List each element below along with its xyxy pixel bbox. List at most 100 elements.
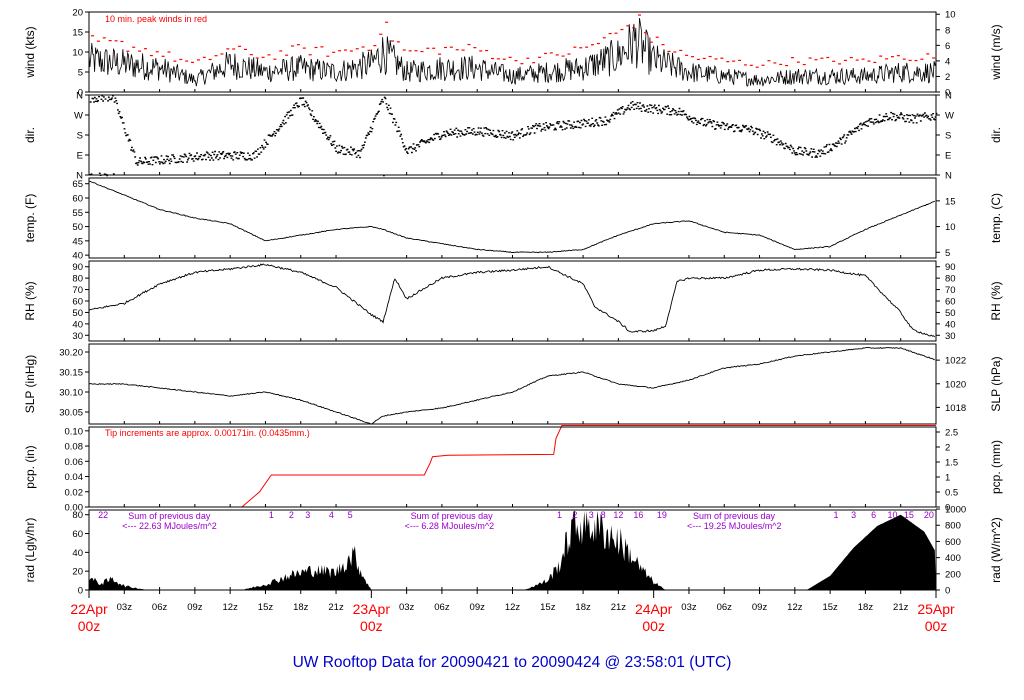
rh-y2tick-label: 60 — [945, 297, 956, 308]
dir-ytick-label: N — [76, 171, 83, 182]
rad-hour-number: 6 — [871, 510, 876, 520]
x-tick-label: 15z — [540, 602, 556, 613]
rh-ytick-label: 80 — [72, 274, 83, 285]
wind-ytick-label: 5 — [78, 68, 83, 79]
dir-frame — [88, 94, 937, 176]
pcp-frame — [88, 426, 937, 508]
rh-ytick-label: 70 — [72, 285, 83, 296]
panel-slp: SLP (inHg) SLP (hPa) 30.05 30.10 30.15 30.20 1… — [23, 343, 1003, 425]
rad-sum-title: Sum of previous day — [411, 511, 494, 521]
x-tick-label: 09z — [752, 602, 768, 613]
temp-ytick-label: 40 — [72, 251, 83, 262]
panel-temp: temp. (F) temp. (C) 40 45 50 55 60 65 5 10 15 — [23, 177, 1003, 262]
rad-ytick-label: 60 — [72, 529, 83, 540]
temp-y2label: temp. (C) — [989, 193, 1003, 243]
rh-ytick-label: 40 — [72, 319, 83, 330]
x-tick-label: 03z — [681, 602, 697, 613]
x-tick-label: 06z — [152, 602, 168, 613]
rh-y2label: RH (%) — [989, 281, 1003, 320]
x-tick-label: 06z — [717, 602, 733, 613]
wind-ytick-label: 10 — [72, 48, 83, 59]
slp-y2tick-label: 1020 — [945, 379, 966, 390]
rad-hour-number: 2 — [572, 510, 577, 520]
rad-y2label: rad (W/m^2) — [989, 517, 1003, 583]
wind-ytick-label: 15 — [72, 28, 83, 39]
wind-ylabel: wind (kts) — [23, 26, 37, 78]
temp-y2tick-label: 15 — [945, 196, 956, 207]
wind-ytick-label: 20 — [72, 8, 83, 19]
rh-line — [88, 263, 936, 338]
rad-hour-number: 1 — [557, 510, 562, 520]
pcp-ytick-label: 0.06 — [65, 457, 84, 468]
rad-sum-title: Sum of previous day — [128, 511, 211, 521]
rh-ylabel: RH (%) — [23, 281, 37, 320]
rad-ytick-label: 40 — [72, 548, 83, 559]
rad-hour-number: 19 — [657, 510, 667, 520]
dir-y2tick-label: N — [945, 171, 952, 182]
rad-hour-number: 1 — [833, 510, 838, 520]
rh-y2tick-label: 30 — [945, 331, 956, 342]
wind-y2tick-label: 2 — [945, 72, 950, 83]
temp-ytick-label: 45 — [72, 236, 83, 247]
dir-ytick-label: E — [77, 151, 83, 162]
rad-hour-number: 22 — [98, 510, 108, 520]
wind-note: 10 min. peak winds in red — [105, 14, 207, 24]
pcp-ytick-label: 0.00 — [65, 503, 84, 514]
rad-hour-number: 8 — [601, 510, 606, 520]
slp-ytick-label: 30.20 — [59, 348, 83, 359]
x-tick-label: 21z — [328, 602, 344, 613]
slp-ytick-label: 30.10 — [59, 388, 83, 399]
x-date-time: 00z — [925, 618, 948, 634]
panel-pcp: pcp. (in) pcp. (mm) 0.00 0.02 0.04 0.06 0.08 0.… — [23, 425, 1003, 514]
pcp-ytick-label: 0.02 — [65, 487, 84, 498]
temp-y2tick-label: 5 — [945, 248, 950, 259]
wind-y2label: wind (m/s) — [989, 24, 1003, 80]
rh-y2tick-label: 50 — [945, 308, 956, 319]
temp-ytick-label: 50 — [72, 222, 83, 233]
x-date-time: 00z — [360, 618, 383, 634]
x-tick-label: 18z — [858, 602, 874, 613]
rad-hour-number: 3 — [305, 510, 310, 520]
wind-y2tick-label: 8 — [945, 25, 950, 36]
rad-hour-number: 16 — [633, 510, 643, 520]
x-date-time: 00z — [78, 618, 101, 634]
rad-hour-number: 4 — [329, 510, 334, 520]
x-tick-label: 15z — [822, 602, 838, 613]
pcp-y2tick-label: 0 — [945, 503, 950, 514]
wind-y2tick-label: 10 — [945, 10, 956, 21]
slp-frame — [88, 343, 937, 425]
x-tick-label: 12z — [223, 602, 239, 613]
x-tick-label: 15z — [258, 602, 274, 613]
pcp-y2tick-label: 1 — [945, 473, 950, 484]
rh-ytick-label: 60 — [72, 297, 83, 308]
rh-ytick-label: 90 — [72, 262, 83, 273]
wind-ytick-label: 0 — [78, 88, 83, 99]
x-tick-label: 06z — [434, 602, 450, 613]
temp-ytick-label: 65 — [72, 179, 83, 190]
wind-y2tick-label: 6 — [945, 41, 950, 52]
rh-y2tick-label: 80 — [945, 274, 956, 285]
dir-ylabel: dir. — [23, 127, 37, 143]
slp-ylabel: SLP (inHg) — [23, 355, 37, 413]
pcp-note: Tip increments are approx. 0.00171in. (0… — [105, 428, 310, 438]
rad-hour-number: 2 — [289, 510, 294, 520]
panel-wind: wind (kts) wind (m/s) 0 5 10 15 20 0 2 4 6 8 10 10 mi… — [23, 8, 1003, 99]
temp-y2tick-label: 10 — [945, 222, 956, 233]
rh-ytick-label: 50 — [72, 308, 83, 319]
rh-y2tick-label: 70 — [945, 285, 956, 296]
wind-y2tick-label: 4 — [945, 56, 950, 67]
pcp-ytick-label: 0.10 — [65, 426, 84, 437]
dir-ytick-label: W — [74, 111, 83, 122]
slp-y2label: SLP (hPa) — [989, 356, 1003, 411]
rad-hour-number: 12 — [613, 510, 623, 520]
temp-frame — [88, 177, 937, 259]
dir-y2label: dir. — [989, 127, 1003, 143]
pcp-line — [89, 425, 936, 508]
wind-y2tick-label: 0 — [945, 88, 950, 99]
x-date-label: 25Apr — [917, 601, 955, 617]
rad-y2tick-label: 1000 — [945, 505, 966, 516]
rad-sum-value: <--- 19.25 MJoules/m^2 — [687, 521, 782, 531]
